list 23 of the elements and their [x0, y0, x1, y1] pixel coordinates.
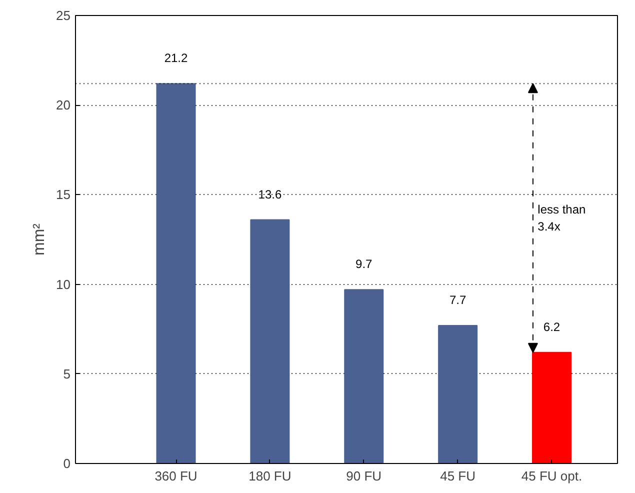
- x-tick-label: 180 FU: [248, 468, 292, 484]
- y-tick-label: 20: [56, 98, 71, 113]
- bar: [438, 325, 478, 464]
- bar: [532, 352, 572, 464]
- bar: [344, 289, 384, 464]
- annotation: less than 3.4x: [538, 202, 586, 234]
- data-label: 21.2: [164, 51, 188, 66]
- x-tick-label: 45 FU opt.: [521, 468, 582, 484]
- bar: [250, 219, 290, 464]
- x-tick-label: 360 FU: [154, 468, 198, 484]
- y-tick-label: 5: [63, 366, 71, 382]
- y-axis-title: mm²: [31, 222, 48, 256]
- data-label: 7.7: [449, 293, 466, 308]
- y-tick-label: 25: [56, 8, 71, 23]
- data-label: 9.7: [356, 257, 373, 272]
- data-label: 13.6: [258, 187, 282, 202]
- data-label: 6.2: [543, 320, 560, 334]
- y-tick-label: 0: [63, 456, 71, 471]
- y-tick-label: 10: [56, 276, 71, 292]
- y-tick-label: 15: [56, 187, 71, 202]
- x-tick-label: 90 FU: [346, 468, 382, 484]
- bar: [156, 83, 196, 464]
- x-tick-label: 45 FU: [440, 468, 476, 484]
